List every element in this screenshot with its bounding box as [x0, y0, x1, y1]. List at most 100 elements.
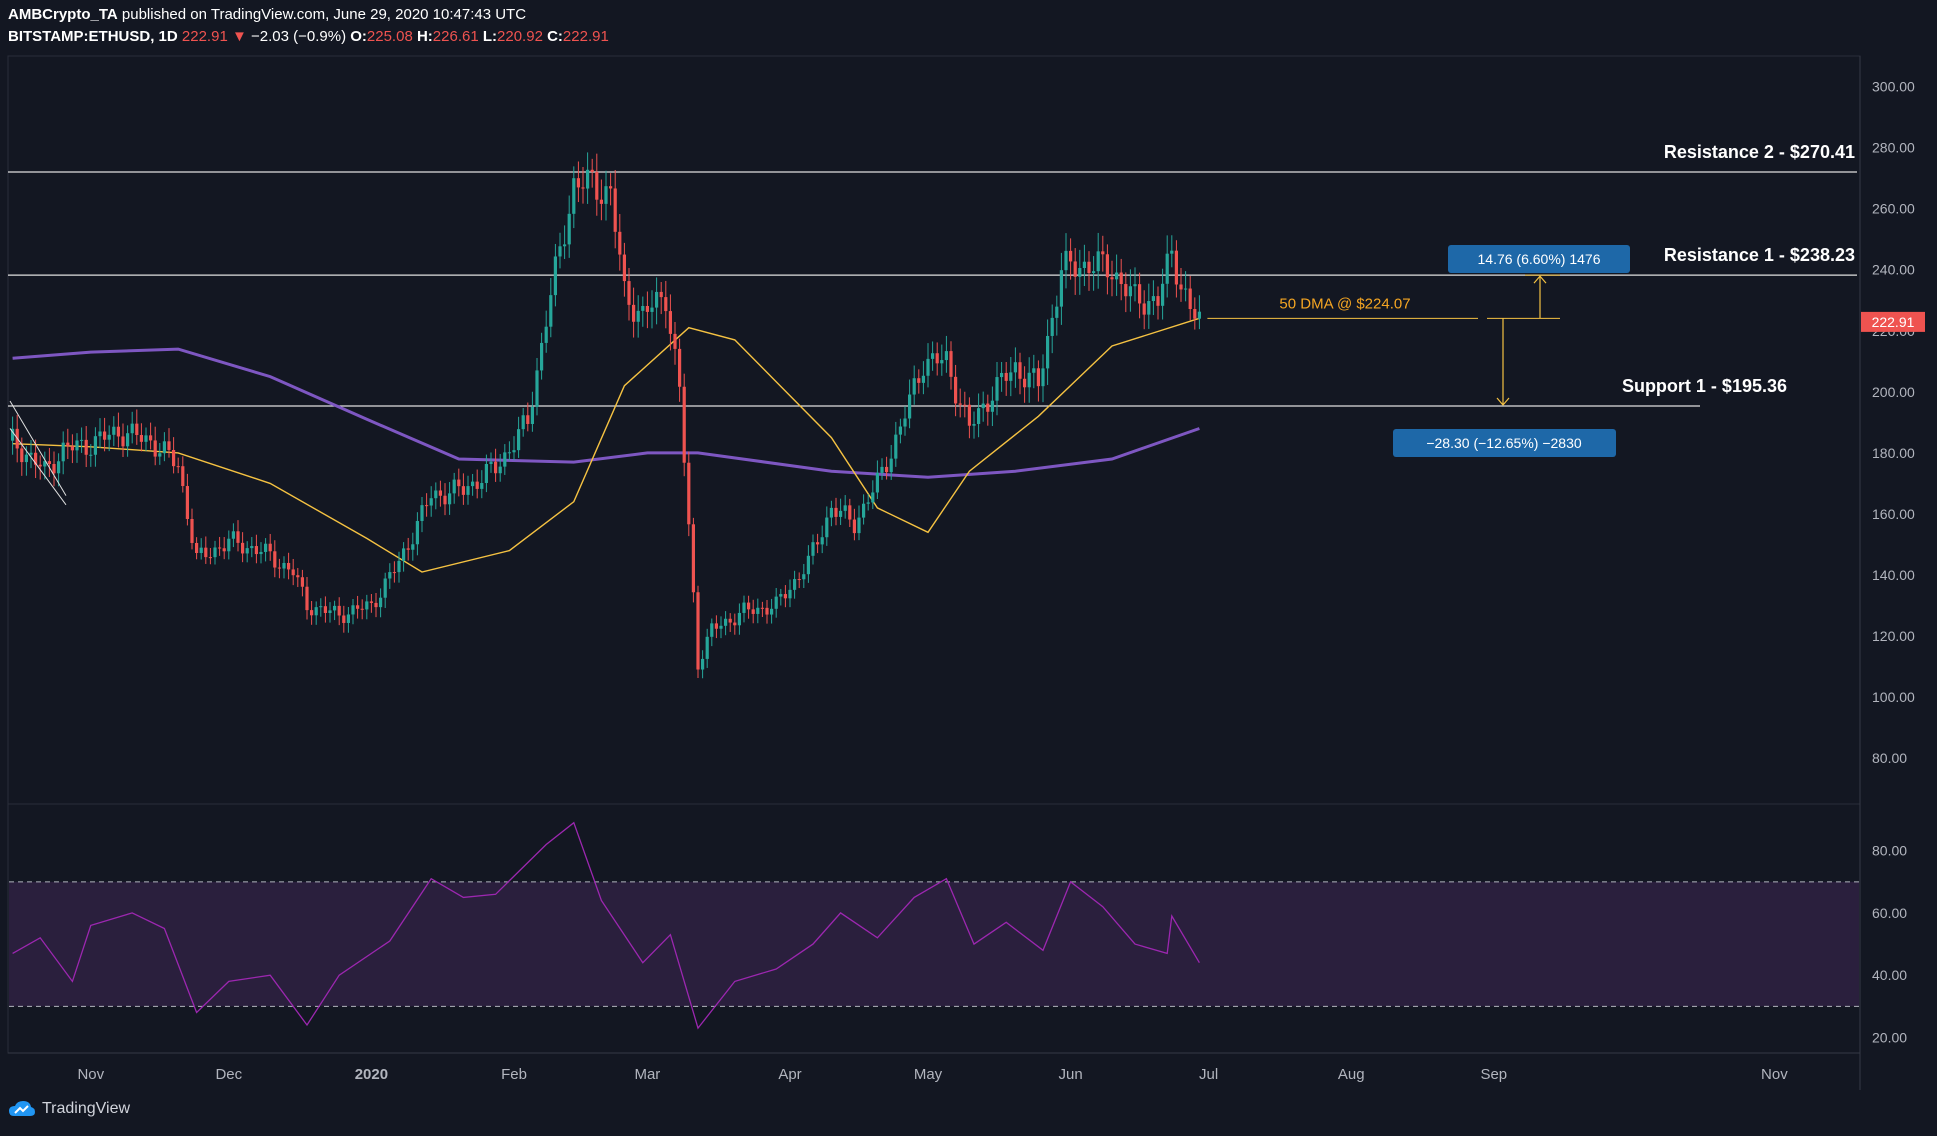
candle-body — [153, 440, 157, 457]
candle-body — [751, 609, 755, 614]
candle-body — [894, 434, 898, 459]
candle-body — [1119, 272, 1123, 285]
candle-body — [296, 575, 300, 578]
candle-body — [199, 547, 203, 554]
candle-body — [287, 562, 291, 570]
ma50-callout-label: 50 DMA @ $224.07 — [1279, 295, 1410, 312]
candle-body — [1064, 250, 1068, 271]
candle-body — [885, 466, 889, 473]
candle-body — [231, 531, 235, 539]
high-label: H: — [416, 28, 433, 45]
candle-body — [208, 557, 212, 559]
candle-body — [1032, 368, 1036, 373]
level-label: Resistance 2 - $270.41 — [1664, 142, 1855, 162]
candle-body — [443, 495, 447, 505]
publisher-name[interactable]: AMBCrypto_TA — [8, 6, 118, 23]
candle-body — [1115, 272, 1119, 280]
candle-body — [788, 589, 792, 599]
candle-body — [862, 503, 866, 518]
candle-body — [420, 505, 424, 522]
price-chart[interactable]: Resistance 2 - $270.41 Resistance 1 - $23… — [0, 0, 1937, 1090]
trendline-lower — [9, 428, 67, 506]
candle-body — [176, 466, 180, 468]
trendline-upper — [9, 400, 67, 496]
candle-body — [434, 490, 438, 499]
time-axis-label: Feb — [501, 1066, 527, 1083]
candle-body — [517, 429, 521, 451]
candle-body — [747, 602, 751, 610]
candle-body — [181, 466, 185, 487]
candle-body — [61, 442, 65, 462]
tradingview-cloud-icon — [9, 1101, 35, 1116]
candle-body — [701, 658, 705, 670]
time-axis-label: Aug — [1338, 1066, 1365, 1083]
candle-body — [512, 450, 516, 453]
price-axis-label: 180.00 — [1872, 445, 1915, 461]
candle-body — [544, 326, 548, 343]
price-axis-label: 300.00 — [1872, 79, 1915, 95]
candle-body — [940, 360, 944, 364]
candle-body — [268, 543, 272, 552]
candle-body — [328, 610, 332, 613]
candle-body — [1179, 284, 1183, 290]
candle-body — [1069, 250, 1073, 262]
candle-body — [1142, 303, 1146, 315]
tradingview-brand: TradingView — [42, 1100, 131, 1117]
arrow-down-icon — [1496, 397, 1510, 406]
candle-body — [765, 607, 769, 615]
candle-body — [66, 442, 70, 447]
candle-body — [34, 452, 38, 465]
candle-body — [319, 606, 323, 608]
low-label: L: — [482, 28, 498, 45]
candle-body — [963, 404, 967, 406]
candle-body — [604, 186, 608, 204]
candle-body — [921, 375, 925, 383]
candle-body — [310, 610, 314, 616]
candle-body — [149, 435, 153, 441]
candle-body — [1023, 378, 1027, 388]
candle-body — [843, 505, 847, 511]
time-axis-label: Jul — [1199, 1066, 1218, 1083]
candle-body — [135, 423, 139, 436]
candle-body — [549, 295, 553, 327]
candle-body — [990, 400, 994, 412]
candle-body — [760, 607, 764, 609]
high-value: 226.61 — [432, 28, 479, 45]
price-axis-label: 140.00 — [1872, 567, 1915, 583]
candle-body — [213, 547, 217, 558]
candle-body — [52, 463, 56, 474]
candle-body — [356, 605, 360, 609]
candle-body — [719, 625, 723, 629]
rsi-axis-label: 80.00 — [1872, 843, 1907, 859]
candle-body — [438, 490, 442, 496]
candle-body — [337, 605, 341, 616]
candle-body — [144, 435, 148, 442]
candle-body — [1082, 261, 1086, 269]
candle-body — [1174, 250, 1178, 285]
candle-body — [866, 502, 870, 504]
tradingview-footer[interactable]: TradingView — [8, 1100, 130, 1118]
candle-body — [43, 461, 47, 467]
candle-body — [898, 426, 902, 435]
candle-body — [540, 342, 544, 371]
candle-body — [650, 307, 654, 312]
candle-body — [121, 436, 125, 447]
candle-body — [530, 406, 534, 424]
candle-body — [305, 586, 309, 611]
candle-body — [167, 441, 171, 450]
candle-body — [797, 579, 801, 581]
symbol-label[interactable]: BITSTAMP:ETHUSD, 1D — [8, 28, 178, 45]
candle-body — [986, 403, 990, 412]
candle-body — [880, 466, 884, 473]
candle-body — [1151, 296, 1155, 302]
time-axis-label: Jun — [1059, 1066, 1083, 1083]
candle-body — [839, 510, 843, 517]
candle-body — [595, 171, 599, 200]
candle-body — [1110, 277, 1114, 280]
candle-body — [926, 358, 930, 376]
candle-body — [392, 572, 396, 574]
candle-body — [98, 431, 102, 437]
candle-body — [871, 492, 875, 503]
candle-body — [498, 466, 502, 474]
candle-body — [655, 291, 659, 308]
